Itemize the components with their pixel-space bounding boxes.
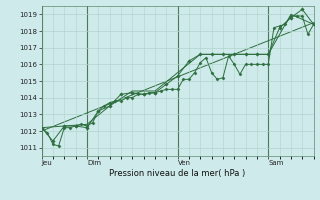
X-axis label: Pression niveau de la mer( hPa ): Pression niveau de la mer( hPa ) <box>109 169 246 178</box>
